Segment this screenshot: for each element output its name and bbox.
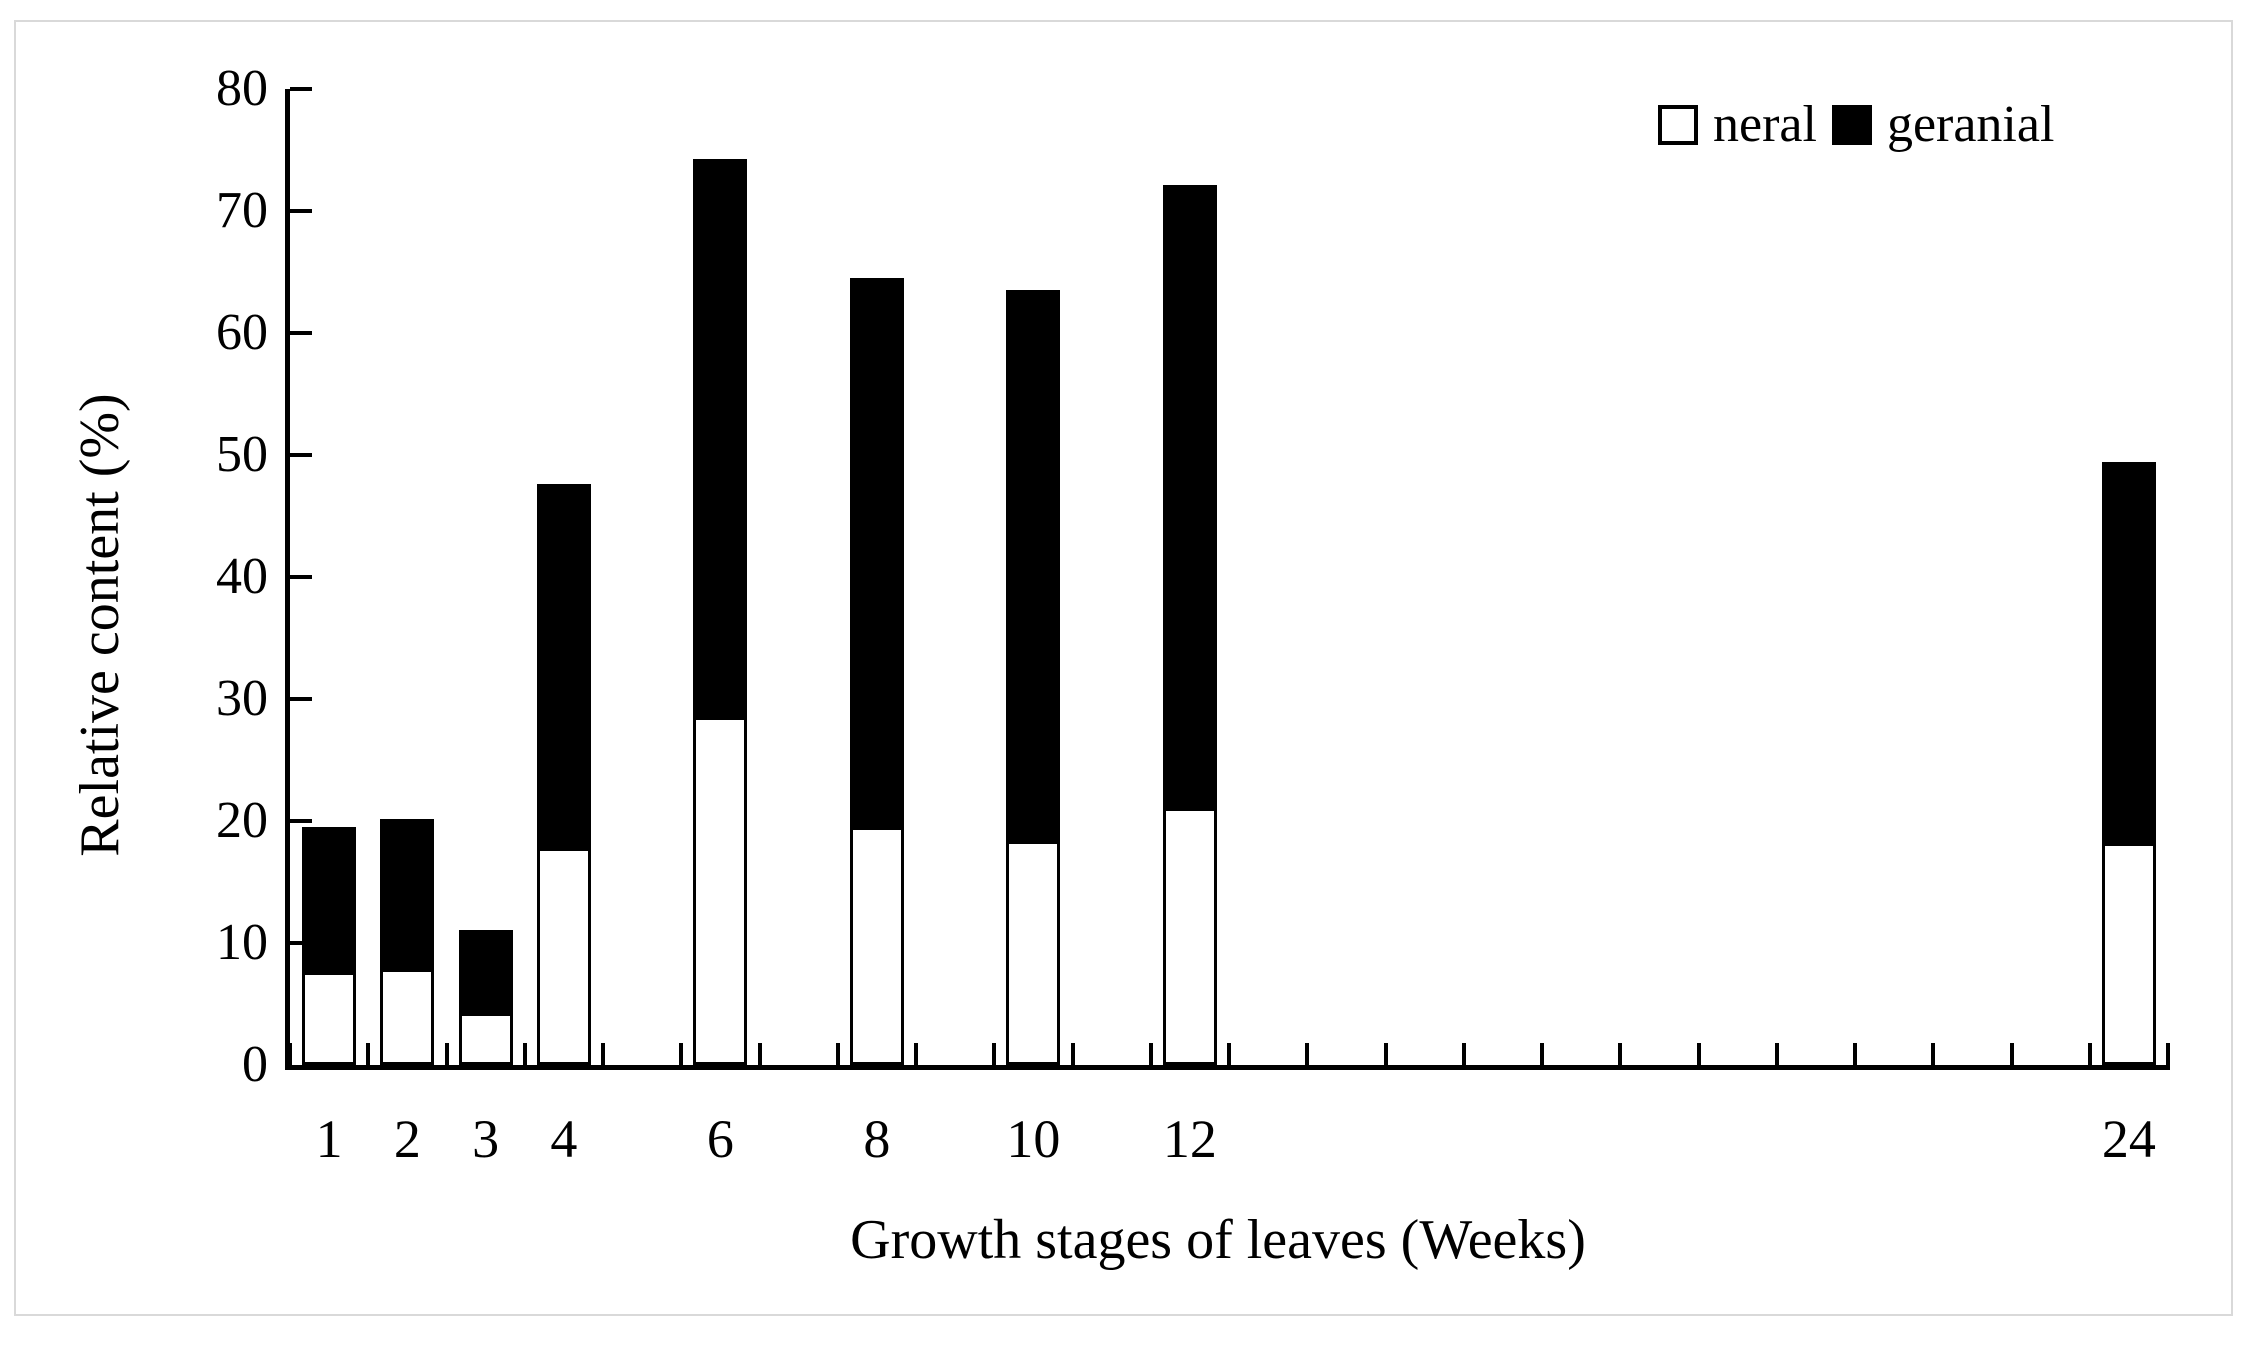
bar-week-12 [1162,185,1217,1065]
x-axis-tick [1931,1043,1936,1065]
x-axis-line [285,1065,2170,1070]
x-tick-label-week-1: 1 [315,1109,343,1169]
x-axis-tick [2009,1043,2014,1065]
bar-segment-geranial [380,818,435,969]
bar-segment-geranial [849,278,904,828]
x-axis-tick [1540,1043,1544,1065]
x-tick-label-week-3: 3 [472,1109,500,1169]
y-axis-tick [290,941,312,945]
x-axis-title: Growth stages of leaves (Weeks) [850,1209,1586,1271]
bar-week-8 [849,278,904,1065]
x-axis-tick [835,1043,840,1065]
x-axis-tick [679,1043,684,1065]
bar-segment-neral [458,1012,513,1065]
bar-segment-geranial [1162,185,1217,808]
x-axis-tick [992,1043,997,1065]
x-tick-label-week-6: 6 [706,1109,734,1169]
bar-segment-neral [1162,807,1217,1065]
bar-segment-geranial [2101,462,2156,843]
bar-segment-neral [1006,840,1061,1065]
x-tick-label-week-12: 12 [1162,1109,1217,1169]
x-axis-tick [1853,1043,1857,1065]
x-axis-tick [366,1043,371,1065]
y-tick-label: 30 [216,670,268,727]
legend-label-neral: neral [1713,96,1817,153]
bar-week-24 [2101,462,2156,1065]
bar-segment-neral [302,972,357,1065]
x-axis-tick [2087,1043,2092,1065]
bar-week-1 [302,827,357,1065]
bar-week-2 [380,818,435,1065]
legend: neral geranial [1658,96,2054,154]
y-tick-label: 20 [216,792,268,849]
bar-segment-neral [693,717,748,1065]
x-axis-tick [757,1043,762,1065]
y-tick-label: 40 [216,548,268,605]
x-axis-tick [288,1043,292,1065]
bar-segment-geranial [693,158,748,718]
y-axis-tick [290,819,312,823]
bar-segment-neral [380,968,435,1065]
x-axis-tick [444,1043,449,1065]
x-tick-label-week-2: 2 [393,1109,421,1169]
y-tick-label: 0 [242,1036,268,1093]
bar-segment-neral [849,827,904,1065]
x-axis-tick [914,1043,918,1065]
y-axis-tick [290,87,312,91]
bar-week-4 [536,484,591,1065]
figure-border [14,20,2233,1316]
y-axis-tick [290,575,312,579]
bar-week-6 [693,158,748,1065]
x-axis-tick [1148,1043,1153,1065]
y-axis-title: Relative content (%) [69,393,131,857]
bar-week-10 [1006,290,1061,1065]
y-tick-label: 10 [216,914,268,971]
x-axis-tick [1461,1043,1466,1065]
x-tick-label-week-8: 8 [863,1109,891,1169]
y-axis-tick [290,209,312,213]
x-axis-tick [1305,1043,1310,1065]
y-tick-label: 80 [216,60,268,117]
bar-segment-geranial [458,929,513,1013]
y-tick-label: 60 [216,304,268,361]
x-axis-tick [2166,1043,2170,1065]
y-tick-label: 70 [216,182,268,239]
bar-segment-geranial [1006,290,1061,841]
x-axis-tick [601,1043,605,1065]
bar-segment-neral [536,847,591,1065]
x-tick-label-week-24: 24 [2101,1109,2156,1169]
y-tick-label: 50 [216,426,268,483]
bar-segment-neral [2101,842,2156,1065]
bar-segment-geranial [536,484,591,848]
x-axis-tick [1227,1043,1231,1065]
bar-week-3 [458,929,513,1065]
x-tick-label-week-10: 10 [1006,1109,1061,1169]
y-axis-line [285,89,290,1070]
legend-swatch-neral [1658,105,1698,145]
x-axis-tick [1774,1043,1779,1065]
legend-label-geranial: geranial [1886,96,2055,153]
y-axis-tick [290,331,312,335]
y-axis-tick [290,453,312,457]
x-tick-label-week-4: 4 [550,1109,578,1169]
y-axis-tick [290,697,312,701]
legend-swatch-geranial [1831,105,1872,145]
bar-segment-geranial [302,827,357,973]
x-axis-tick [1618,1043,1623,1065]
x-axis-tick [1383,1043,1388,1065]
x-axis-tick [1696,1043,1701,1065]
x-axis-tick [1070,1043,1075,1065]
x-axis-tick [522,1043,527,1065]
